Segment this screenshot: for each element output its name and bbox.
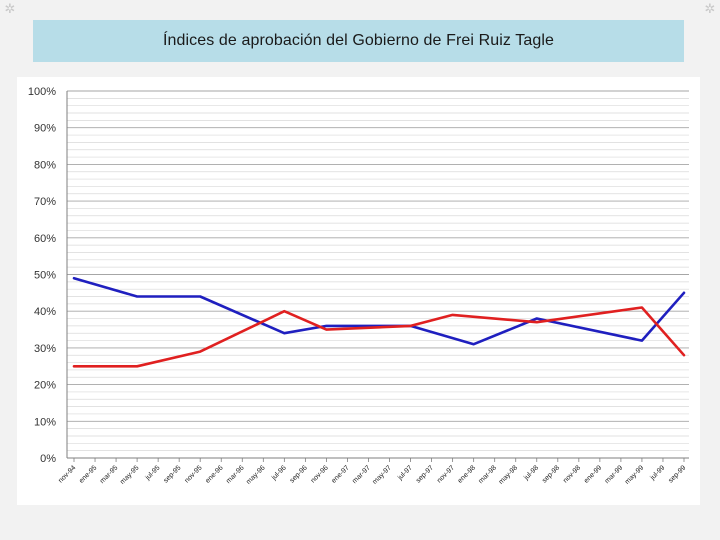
x-tick-label: jul-95 (144, 464, 162, 482)
x-tick-label: nov-95 (184, 464, 204, 484)
x-tick-label: ene-98 (457, 464, 477, 484)
title-bar: Índices de aprobación del Gobierno de Fr… (33, 20, 684, 62)
x-tick-label: jul-99 (649, 464, 667, 482)
x-tick-label: ene-99 (583, 464, 603, 484)
x-tick-label: jul-96 (270, 464, 288, 482)
y-tick-label: 0% (40, 453, 56, 465)
x-tick-label: nov-96 (310, 464, 330, 484)
x-tick-label: ene-97 (331, 464, 351, 484)
chart-area: 0% 10% 20% 30% 40% 50% 60% 70% 80% 90% 100% nov-94 e… (17, 77, 700, 505)
x-tick-label: mar-97 (351, 464, 372, 485)
y-tick-label: 20% (34, 380, 56, 392)
y-tick-label: 50% (34, 270, 56, 282)
chart-title: Índices de aprobación del Gobierno de Fr… (162, 32, 555, 49)
x-tick-label: may-99 (624, 464, 646, 486)
x-tick-label: jul-98 (522, 464, 540, 482)
y-tick-label: 90% (34, 123, 56, 135)
y-tick-label: 30% (34, 343, 56, 355)
x-tick-label: mar-99 (604, 464, 625, 485)
y-tick-label: 10% (34, 416, 56, 428)
y-tick-label: 80% (34, 159, 56, 171)
x-tick-label: ene-96 (204, 464, 224, 484)
x-tick-label: sep-95 (163, 464, 183, 484)
x-tick-label: may-97 (371, 464, 393, 486)
x-tick-label: may-98 (498, 464, 520, 486)
x-tick-label: mar-96 (225, 464, 246, 485)
x-tick-label: sep-97 (415, 464, 435, 484)
x-tick-label: jul-97 (396, 464, 414, 482)
x-tick-label: sep-98 (541, 464, 561, 484)
y-tick-label: 70% (34, 196, 56, 208)
x-tick-label: may-96 (245, 464, 267, 486)
x-tick-label: nov-97 (436, 464, 456, 484)
x-tick-label: nov-94 (57, 464, 77, 484)
x-tick-label: sep-96 (289, 464, 309, 484)
y-tick-label: 100% (28, 86, 56, 98)
x-tick-label: ene-95 (78, 464, 98, 484)
line-chart: 0%10%20%30%40%50%60%70%80%90%100%nov-94 e… (28, 86, 689, 486)
slide-corner-mark-left: ✲ (4, 2, 16, 17)
x-tick-label: may-95 (119, 464, 141, 486)
y-tick-label: 40% (34, 306, 56, 318)
x-tick-label: mar-95 (99, 464, 120, 485)
x-tick-label: sep-99 (667, 464, 687, 484)
series-line-1 (72, 276, 686, 346)
x-tick-label: mar-98 (477, 464, 498, 485)
slide-corner-mark-right: ✲ (704, 2, 716, 17)
x-tick-label: nov-98 (562, 464, 582, 484)
series-line-2 (72, 306, 686, 368)
y-tick-label: 60% (34, 233, 56, 245)
